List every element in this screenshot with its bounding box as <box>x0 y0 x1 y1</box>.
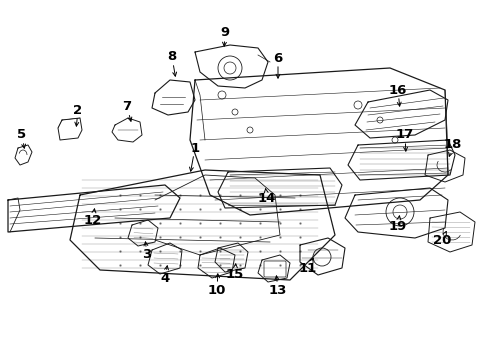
Text: 16: 16 <box>388 84 407 96</box>
Text: 10: 10 <box>207 284 226 297</box>
Text: 15: 15 <box>225 267 244 280</box>
Text: 12: 12 <box>84 213 102 226</box>
Text: 17: 17 <box>395 129 413 141</box>
Text: 9: 9 <box>220 27 229 40</box>
Text: 11: 11 <box>298 261 317 274</box>
Text: 19: 19 <box>388 220 407 233</box>
Text: 1: 1 <box>190 141 199 154</box>
Text: 6: 6 <box>273 51 282 64</box>
Text: 4: 4 <box>160 271 169 284</box>
Text: 8: 8 <box>167 50 176 63</box>
Text: 20: 20 <box>432 234 450 247</box>
Text: 7: 7 <box>122 100 131 113</box>
Text: 18: 18 <box>443 139 461 152</box>
Text: 5: 5 <box>18 129 26 141</box>
Text: 13: 13 <box>268 284 286 297</box>
Text: 3: 3 <box>142 248 151 261</box>
Text: 14: 14 <box>257 192 276 204</box>
Text: 2: 2 <box>73 104 82 117</box>
